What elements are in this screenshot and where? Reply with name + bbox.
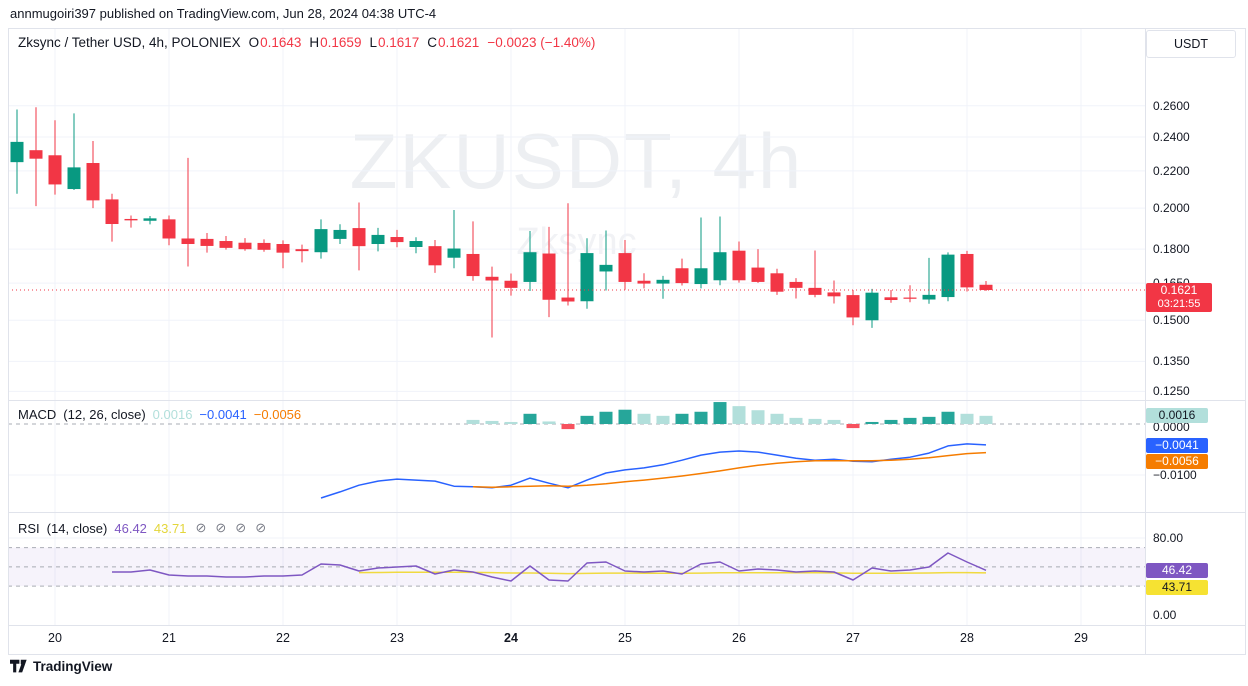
- price-tick-label: 0.1500: [1153, 313, 1190, 328]
- rsi-ma-badge: 43.71: [1146, 580, 1208, 595]
- time-tick-label: 28: [960, 631, 974, 645]
- tradingview-logo-icon: [10, 659, 27, 673]
- time-tick-label: 25: [618, 631, 632, 645]
- ohlc-close: C 0.1621: [427, 35, 480, 50]
- ohlc-open: O 0.1643: [248, 35, 302, 50]
- price-tick-label: 0.1250: [1153, 384, 1190, 399]
- tradingview-logo-text: TradingView: [33, 659, 113, 674]
- rsi-empty-icon: ⊘: [215, 520, 227, 535]
- bar-countdown: 03:21:55: [1157, 298, 1201, 310]
- attribution-text: annmugoiri397 published on TradingView.c…: [10, 6, 437, 21]
- macd-title[interactable]: MACD: [18, 407, 57, 422]
- currency-toggle-button[interactable]: USDT: [1146, 30, 1236, 58]
- rsi-empty-icon: ⊘: [235, 520, 247, 535]
- price-axis[interactable]: 0.26000.24000.22000.20000.18000.16500.15…: [1145, 28, 1248, 655]
- time-tick-label: 27: [846, 631, 860, 645]
- ohlc-low: L 0.1617: [369, 35, 420, 50]
- last-price: 0.1621: [1160, 283, 1198, 297]
- rsi-legend: RSI (14, close) 46.42 43.71 ⊘ ⊘ ⊘ ⊘: [18, 520, 266, 536]
- rsi-value: 46.42: [114, 520, 147, 536]
- time-tick-label: 29: [1074, 631, 1088, 645]
- macd-line-value: −0.0041: [199, 407, 247, 422]
- macd-signal-value: −0.0056: [253, 407, 302, 422]
- macd-signal-badge: −0.0056: [1146, 454, 1208, 469]
- price-tick-label: 0.1800: [1153, 242, 1190, 257]
- rsi-ma-value: 43.71: [153, 520, 187, 536]
- rsi-params: (14, close): [46, 520, 108, 536]
- time-tick-label: 21: [162, 631, 176, 645]
- rsi-empty-icon: ⊘: [195, 520, 207, 535]
- ohlc-high: H 0.1659: [309, 35, 362, 50]
- rsi-empty-icon: ⊘: [255, 520, 267, 535]
- last-price-badge: 0.1621 03:21:55: [1146, 283, 1212, 312]
- rsi-tick-label: 0.00: [1153, 608, 1177, 622]
- time-tick-label: 20: [48, 631, 62, 645]
- macd-hist-badge: 0.0016: [1146, 408, 1208, 423]
- time-tick-label: 23: [390, 631, 404, 645]
- rsi-value-badge: 46.42: [1146, 563, 1208, 578]
- price-tick-label: 0.1350: [1153, 354, 1190, 369]
- time-tick-label: 22: [276, 631, 290, 645]
- price-tick-label: 0.2600: [1153, 98, 1190, 113]
- price-tick-label: 0.2200: [1153, 163, 1190, 178]
- macd-params: (12, 26, close): [63, 407, 146, 422]
- symbol-legend: Zksync / Tether USD, 4h, POLONIEX O 0.164…: [18, 35, 595, 50]
- macd-line-badge: −0.0041: [1146, 438, 1208, 453]
- macd-tick-label: 0.0000: [1153, 420, 1190, 434]
- time-tick-label: 24: [504, 631, 518, 645]
- rsi-tick-label: 80.00: [1153, 531, 1184, 545]
- time-axis[interactable]: 20 21 22 23 24 25 26 27 28 29: [0, 626, 1145, 654]
- price-change: −0.0023 (−1.40%): [487, 35, 596, 50]
- macd-legend: MACD (12, 26, close) 0.0016 −0.0041 −0.0…: [18, 407, 301, 422]
- tradingview-logo[interactable]: TradingView: [10, 659, 112, 674]
- macd-hist-value: 0.0016: [152, 407, 193, 422]
- symbol-title[interactable]: Zksync / Tether USD, 4h, POLONIEX: [18, 35, 241, 50]
- price-tick-label: 0.2000: [1153, 201, 1190, 216]
- price-tick-label: 0.2400: [1153, 129, 1190, 144]
- macd-tick-label: −0.0100: [1153, 468, 1197, 483]
- time-tick-label: 26: [732, 631, 746, 645]
- rsi-title[interactable]: RSI: [18, 520, 40, 536]
